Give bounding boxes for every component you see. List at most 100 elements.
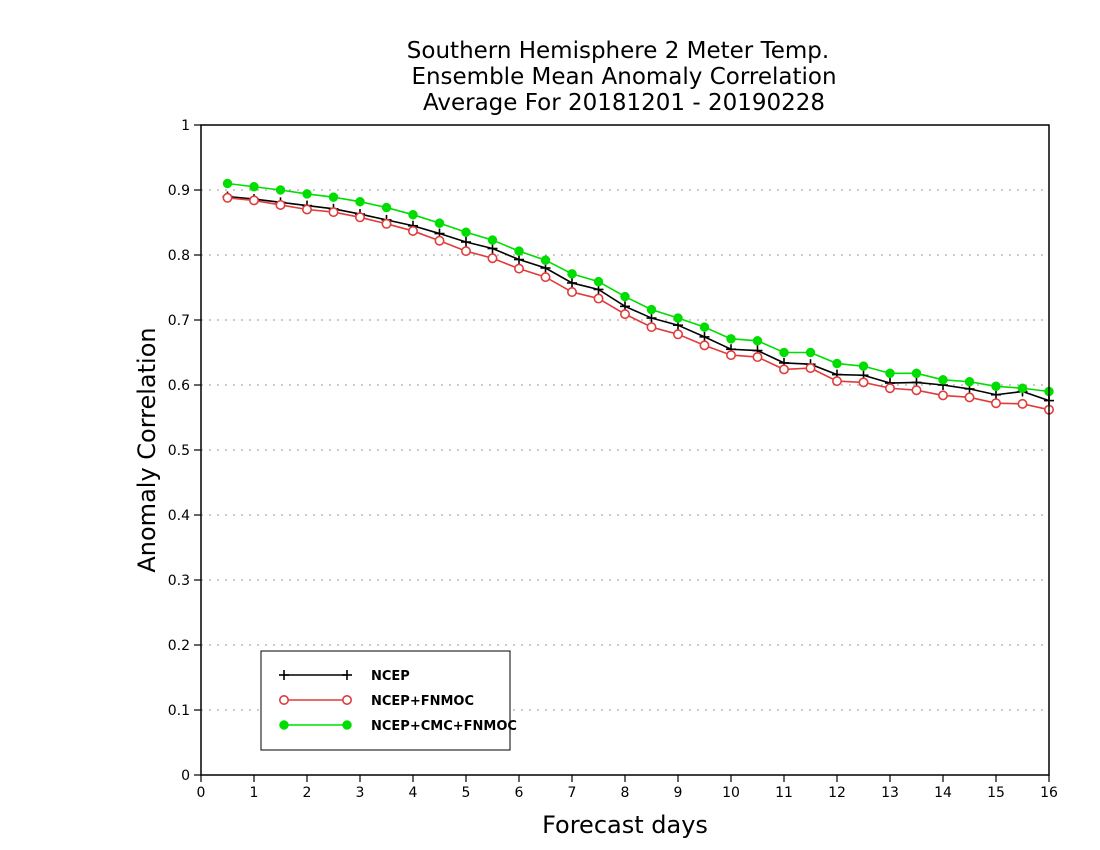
series-2-point-8 [434,218,445,228]
series-2-point-13 [567,269,577,279]
series-2-point-1 [249,182,259,192]
gridlines [201,189,1049,711]
y-tick-label-4: 0.4 [168,508,190,524]
series-2-point-23 [832,358,842,369]
series-2-point-12 [540,255,551,265]
series-2-point-19 [726,334,736,344]
x-tick-label-5: 5 [462,785,471,801]
x-axis-ticks: 0 1 2 3 4 5 6 7 8 9 10 11 12 13 14 15 16 [197,775,1058,801]
series-2-point-27 [938,375,948,385]
series-1-point-7 [407,225,418,236]
series-0-point-29 [991,389,1001,400]
y-tick-label-2: 0.2 [168,638,190,654]
legend-item-0-marker-start [279,670,289,680]
series-2-point-3 [302,189,312,199]
series-2-point-5 [355,196,365,207]
series-1-point-27 [937,390,948,401]
x-tick-label-1: 1 [250,785,259,801]
x-tick-label-10: 10 [722,785,740,801]
series-1-point-25 [884,383,895,394]
y-tick-label-10: 1 [181,118,190,134]
series-0-point-11 [514,254,524,265]
legend-item-1: NCEP+FNMOC [278,694,474,709]
series-0-point-10 [487,243,498,254]
series-2-point-2 [275,185,286,195]
series-2-point-11 [514,246,524,256]
series-2 [222,178,1054,397]
series-2-point-17 [673,313,683,323]
series-2-point-28 [964,377,975,387]
series-0-point-13 [567,277,577,288]
legend-item-2-label: NCEP+CMC+FNMOC [371,719,517,734]
chart-title-line-2: Ensemble Mean Anomaly Correlation [411,64,836,90]
series-1-point-15 [619,309,630,320]
series-lines [222,178,1055,415]
legend-item-0: NCEP [279,669,410,684]
y-tick-label-1: 0.1 [168,703,190,719]
chart-title: Southern Hemisphere 2 Meter Temp. Ensemb… [407,38,837,116]
series-1-point-26 [911,385,922,396]
y-tick-label-8: 0.8 [168,248,190,264]
legend-item-0-marker-end [342,670,352,680]
series-2-point-16 [646,304,657,315]
series-0-point-16 [646,313,657,324]
series-1-point-29 [990,398,1001,409]
legend-item-2: NCEP+CMC+FNMOC [279,719,517,734]
series-1-point-2 [275,199,286,210]
x-tick-label-6: 6 [515,785,524,801]
legend-item-1-label: NCEP+FNMOC [371,694,474,709]
series-1-point-11 [513,263,524,274]
legend-item-1-marker-start [278,694,289,705]
series-2-point-24 [858,361,869,371]
y-axis-ticks: 0 0.1 0.2 0.3 0.4 0.5 0.6 0.7 0.8 0.9 1 [168,118,201,784]
series-1-point-17 [672,329,683,340]
y-tick-label-9: 0.9 [168,183,190,199]
series-2-point-29 [991,381,1001,392]
x-tick-label-11: 11 [775,785,793,801]
series-1-point-9 [460,246,471,257]
series-2-point-30 [1017,383,1028,393]
series-2-point-9 [461,227,471,237]
x-tick-label-3: 3 [356,785,365,801]
series-1-point-4 [328,207,339,218]
x-tick-label-4: 4 [409,785,418,801]
series-1-point-24 [858,377,869,388]
series-0-point-9 [461,237,471,247]
series-2-point-26 [911,368,922,379]
series-1-point-23 [831,376,842,387]
series-1-point-0 [222,192,233,203]
series-1-point-19 [725,350,736,361]
chart-title-line-1: Southern Hemisphere 2 Meter Temp. [407,38,829,64]
y-tick-label-7: 0.7 [168,313,190,329]
series-1-point-28 [964,392,975,403]
x-tick-label-12: 12 [828,785,846,801]
x-tick-label-7: 7 [568,785,577,801]
x-tick-label-13: 13 [881,785,899,801]
y-axis-label: Anomaly Correlation [133,327,161,572]
series-1-point-12 [540,272,551,283]
series-1-point-14 [593,293,604,304]
chart-title-line-3: Average For 20181201 - 20190228 [423,90,825,116]
x-tick-label-15: 15 [987,785,1005,801]
x-tick-label-9: 9 [674,785,683,801]
x-axis-label: Forecast days [542,811,708,839]
legend-item-2-marker-start [279,720,289,730]
series-2-point-21 [779,347,789,358]
series-1-point-10 [487,253,498,264]
series-2-point-15 [620,291,630,302]
series-0-line [227,195,1050,402]
series-1-point-8 [434,235,445,246]
series-1-point-16 [646,322,657,333]
y-tick-label-6: 0.6 [168,378,190,394]
series-2-point-14 [593,276,604,287]
x-tick-label-2: 2 [303,785,312,801]
x-tick-label-0: 0 [197,785,206,801]
series-1 [222,192,1055,415]
series-0-point-18 [699,331,710,342]
legend: NCEP NCEP+FNMOC NCEP+CMC+FNMOC [260,650,517,751]
series-2-point-7 [408,209,418,220]
series-1-point-1 [249,195,260,206]
y-tick-label-3: 0.3 [168,573,190,589]
y-tick-label-5: 0.5 [168,443,190,459]
